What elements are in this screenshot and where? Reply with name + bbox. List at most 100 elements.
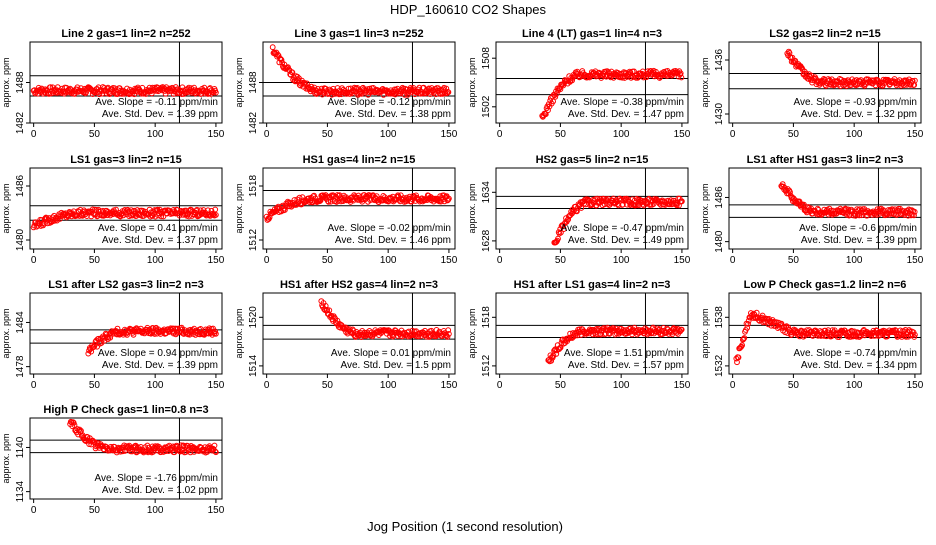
x-tick-label: 0: [264, 129, 270, 140]
data-point: [745, 317, 752, 324]
x-tick-label: 100: [380, 380, 397, 391]
plot-frame: [262, 167, 456, 250]
data-point: [269, 44, 276, 51]
slope-annotation: Ave. Slope = 0.01 ppm/min: [331, 348, 451, 359]
x-tick-label: 150: [907, 380, 924, 391]
data-point: [61, 90, 68, 97]
y-tick-label: 1430: [714, 102, 725, 125]
data-point: [413, 192, 420, 199]
data-point: [578, 205, 585, 211]
plot-frame: [728, 167, 922, 250]
slope-annotation: Ave. Slope = -0.6 ppm/min: [799, 223, 917, 234]
slope-annotation: Ave. Slope = -0.38 ppm/min: [561, 97, 685, 108]
panel-3: Line 4 (LT) gas=1 lin=4 n=3 0 50 100 150 1502…: [467, 28, 691, 140]
x-tick-label: 0: [31, 380, 37, 391]
slope-annotation: Ave. Slope = 0.94 ppm/min: [98, 348, 218, 359]
data-point: [202, 326, 209, 333]
data-point: [152, 213, 159, 220]
data-point: [89, 206, 96, 213]
x-tick-label: 100: [147, 380, 164, 391]
x-tick-label: 150: [674, 255, 691, 266]
data-point: [803, 70, 810, 77]
x-tick-label: 50: [89, 505, 101, 516]
data-point: [435, 85, 442, 92]
std-dev-annotation: Ave. Std. Dev. = 1.39 ppm: [102, 109, 218, 120]
x-tick-label: 100: [846, 380, 863, 391]
y-tick-label: 1484: [15, 311, 26, 334]
data-point: [678, 74, 685, 81]
panel-title: HS1 gas=4 lin=2 n=15: [303, 154, 416, 166]
plot-frame: [262, 292, 456, 375]
panel-title: High P Check gas=1 lin=0.8 n=3: [43, 404, 208, 416]
data-point: [656, 75, 663, 81]
x-tick-label: 0: [31, 129, 37, 140]
data-point: [131, 207, 138, 214]
data-point: [212, 206, 219, 213]
y-tick-label: 1134: [15, 480, 26, 502]
y-tick-label: 1532: [714, 354, 725, 377]
x-tick-label: 100: [147, 129, 164, 140]
data-point: [787, 189, 793, 196]
data-point: [590, 327, 597, 333]
panel-8: LS1 after HS1 gas=3 lin=2 n=3 0 50 100 150 14…: [700, 154, 924, 266]
x-tick-label: 150: [907, 129, 924, 140]
panel-title: Line 4 (LT) gas=1 lin=4 n=3: [522, 28, 662, 40]
x-tick-label: 100: [380, 255, 397, 266]
data-point: [294, 73, 301, 80]
data-point: [801, 201, 807, 208]
slope-annotation: Ave. Slope = 1.51 ppm/min: [564, 348, 684, 359]
panel-11: HS1 after LS1 gas=4 lin=2 n=3 0 50 100 150 15…: [467, 279, 691, 391]
panels-group: Line 2 gas=1 lin=2 n=252 0 50 100 150 1482 148…: [1, 28, 924, 516]
y-tick-label: 1486: [15, 174, 26, 197]
data-point: [565, 216, 572, 223]
data-point: [158, 213, 165, 220]
data-point: [314, 90, 321, 96]
data-point: [326, 307, 333, 314]
data-point: [87, 85, 94, 92]
panel-title: Line 2 gas=1 lin=2 n=252: [61, 28, 190, 40]
data-point: [278, 57, 285, 63]
x-tick-label: 50: [89, 129, 101, 140]
data-point: [842, 205, 849, 212]
data-point: [71, 422, 78, 429]
data-point: [311, 192, 317, 199]
data-point: [211, 442, 218, 449]
x-tick-label: 50: [89, 380, 101, 391]
data-point: [749, 311, 756, 318]
data-point: [550, 98, 556, 105]
data-point: [673, 201, 679, 208]
data-point: [373, 193, 380, 200]
data-point: [744, 324, 751, 331]
data-point: [446, 331, 452, 337]
data-point: [638, 197, 645, 204]
data-point: [302, 81, 309, 88]
x-tick-label: 0: [730, 129, 736, 140]
y-tick-label: 1436: [714, 48, 725, 71]
data-point: [911, 208, 918, 215]
data-point: [555, 235, 561, 242]
data-point: [194, 206, 200, 213]
panel-title: HS2 gas=5 lin=2 n=15: [536, 154, 649, 166]
figure-x-axis-label: Jog Position (1 second resolution): [367, 519, 563, 534]
x-tick-label: 50: [322, 255, 334, 266]
data-point: [745, 321, 751, 327]
x-tick-label: 0: [730, 255, 736, 266]
x-tick-label: 0: [264, 255, 270, 266]
panel-title: LS1 after HS1 gas=3 lin=2 n=3: [747, 154, 904, 166]
data-point: [94, 343, 100, 350]
data-point: [289, 69, 296, 76]
plot-frame: [728, 292, 922, 375]
y-tick-label: 1502: [481, 95, 492, 118]
data-point: [150, 448, 157, 455]
x-tick-label: 50: [89, 255, 101, 266]
panel-9: LS1 after LS2 gas=3 lin=2 n=3 0 50 100 150 14…: [1, 279, 225, 391]
x-tick-label: 0: [31, 505, 37, 516]
data-point: [843, 83, 850, 89]
panel-4: LS2 gas=2 lin=2 n=15 0 50 100 150 1430 1436 app…: [700, 28, 924, 140]
data-point: [154, 444, 160, 451]
data-point: [191, 84, 198, 91]
x-tick-label: 150: [674, 129, 691, 140]
y-axis-label: approx. ppm: [700, 183, 710, 233]
